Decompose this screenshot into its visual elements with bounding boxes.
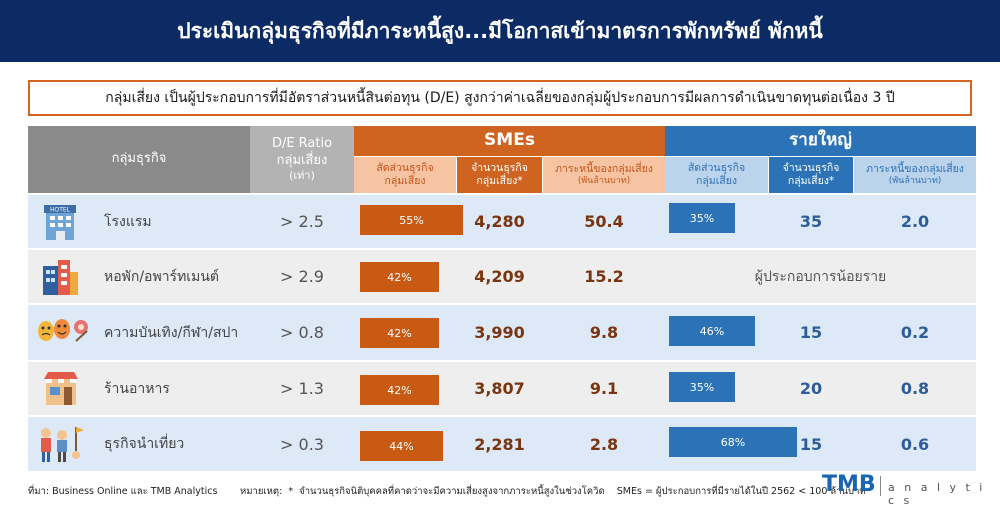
subheader-sme-debt-unit: (พันล้านบาท) [577, 175, 631, 186]
subheader-large-count-l1: จำนวนธุรกิจ [782, 161, 840, 174]
subheader-large-debt: ภาระหนี้ของกลุ่มเสี่ยง (พันล้านบาท) [854, 157, 976, 193]
de-ratio-value: > 0.3 [280, 434, 324, 454]
large-share-bar: 46% [669, 316, 755, 346]
sme-count-value: 3,990 [474, 323, 525, 342]
header-business-group: กลุ่มธุรกิจ [28, 126, 250, 193]
subheader-large-count: จำนวนธุรกิจ กลุ่มเสี่ยง* [769, 157, 853, 193]
subheader-sme-debt: ภาระหนี้ของกลุ่มเสี่ยง (พันล้านบาท) [543, 157, 665, 193]
sme-share-bar: 44% [360, 431, 443, 461]
tmb-logo: TMB [822, 472, 876, 497]
page-title: ประเมินกลุ่มธุรกิจที่มีภาระหนี้สูง...มีโ… [0, 0, 1000, 62]
subheader-large-share-l2: กลุ่มเสี่ยง [696, 175, 737, 187]
large-share-bar: 68% [669, 427, 797, 457]
entertainment-masks-icon [38, 319, 88, 342]
de-ratio-value: > 0.8 [280, 323, 324, 342]
restaurant-icon [44, 372, 78, 405]
sme-share-bar: 42% [360, 375, 439, 405]
sme-debt-value: 15.2 [584, 267, 624, 286]
business-name: โรงแรม [104, 213, 152, 230]
sme-debt-value: 9.1 [589, 379, 619, 398]
table-row: HOTEL โรงแรม > 2.5 55% 4,280 50.4 35% 35… [28, 195, 976, 248]
table-row: หอพัก/อพาร์ทเมนต์ > 2.9 42% 4,209 15.2 ผ… [28, 250, 976, 303]
large-debt-value: 2.0 [900, 212, 930, 231]
sme-debt-value: 9.8 [589, 323, 619, 342]
de-ratio-value: > 1.3 [280, 379, 324, 398]
subheader-sme-share-l2: กลุ่มเสี่ยง [384, 175, 426, 187]
logo-divider [880, 476, 881, 496]
large-count-value: 15 [799, 434, 823, 454]
large-count-value: 15 [799, 323, 823, 342]
header-de-line2: กลุ่มเสี่ยง [276, 152, 328, 168]
sme-debt-value: 50.4 [584, 212, 624, 231]
large-count-value: 35 [799, 212, 823, 231]
header-de-line1: D/E Ratio [271, 136, 333, 152]
hotel-icon: HOTEL [44, 205, 76, 240]
large-debt-value: 0.6 [900, 434, 930, 454]
few-operators-note: ผู้ประกอบการน้อยราย [754, 268, 887, 285]
business-name: ธุรกิจนำเที่ยว [104, 436, 185, 452]
sme-share-bar: 42% [360, 318, 439, 348]
tourism-people-icon [41, 427, 84, 462]
risk-definition-box: กลุ่มเสี่ยง เป็นผู้ประกอบการที่มีอัตราส่… [28, 80, 972, 116]
sme-count-value: 3,807 [474, 379, 525, 398]
business-name: หอพัก/อพาร์ทเมนต์ [104, 268, 219, 285]
subheader-large-count-l2: กลุ่มเสี่ยง* [787, 175, 835, 187]
footnote: หมายเหตุ: * จำนวนธุรกิจนิติบุคคลที่คาดว่… [240, 486, 866, 497]
sme-share-bar: 42% [360, 262, 439, 292]
large-share-bar: 35% [669, 372, 735, 402]
subheader-sme-count-l2: กลุ่มเสี่ยง* [476, 175, 523, 187]
subheader-large-debt-unit: (พันล้านบาท) [888, 175, 942, 186]
header-de-ratio: D/E Ratio กลุ่มเสี่ยง (เท่า) [250, 126, 354, 193]
business-name: ร้านอาหาร [104, 380, 170, 397]
sme-debt-value: 2.8 [589, 434, 619, 454]
large-debt-value: 0.2 [900, 323, 930, 342]
table-row: ร้านอาหาร > 1.3 42% 3,807 9.1 35% 20 0.8 [28, 362, 976, 415]
large-count-value: 20 [799, 379, 823, 398]
subheader-sme-share-l1: สัดส่วนธุรกิจ [376, 161, 434, 174]
de-ratio-value: > 2.5 [280, 212, 324, 231]
subheader-sme-share: สัดส่วนธุรกิจ กลุ่มเสี่ยง [354, 157, 456, 193]
de-ratio-value: > 2.9 [280, 267, 324, 286]
table-row: ธุรกิจนำเที่ยว > 0.3 44% 2,281 2.8 68% 1… [28, 417, 976, 471]
subheader-large-share: สัดส่วนธุรกิจ กลุ่มเสี่ยง [665, 157, 768, 193]
svg-text:HOTEL: HOTEL [50, 207, 71, 214]
subheader-sme-count-l1: จำนวนธุรกิจ [471, 161, 528, 174]
business-name: ความบันเทิง/กีฬา/สปา [104, 324, 239, 341]
source-note: ที่มา: Business Online และ TMB Analytics [28, 486, 218, 497]
apartment-icon [43, 260, 78, 295]
sme-count-value: 2,281 [474, 434, 525, 454]
analytics-wordmark: a n a l y t i c s [888, 481, 986, 507]
header-large-enterprises: รายใหญ่ [665, 126, 976, 156]
subheader-large-share-l1: สัดส่วนธุรกิจ [687, 161, 746, 174]
table-row: ความบันเทิง/กีฬา/สปา > 0.8 42% 3,990 9.8… [28, 305, 976, 360]
sme-count-value: 4,280 [474, 212, 525, 231]
subheader-large-debt-l1: ภาระหนี้ของกลุ่มเสี่ยง [866, 162, 964, 175]
sme-count-value: 4,209 [474, 267, 525, 286]
subheader-sme-debt-l1: ภาระหนี้ของกลุ่มเสี่ยง [555, 162, 653, 175]
subheader-sme-count: จำนวนธุรกิจ กลุ่มเสี่ยง* [457, 157, 542, 193]
large-share-bar: 35% [669, 203, 735, 233]
large-debt-value: 0.8 [900, 379, 930, 398]
header-de-unit: (เท่า) [289, 168, 315, 182]
header-smes: SMEs [354, 126, 665, 156]
sme-share-bar: 55% [360, 205, 463, 235]
